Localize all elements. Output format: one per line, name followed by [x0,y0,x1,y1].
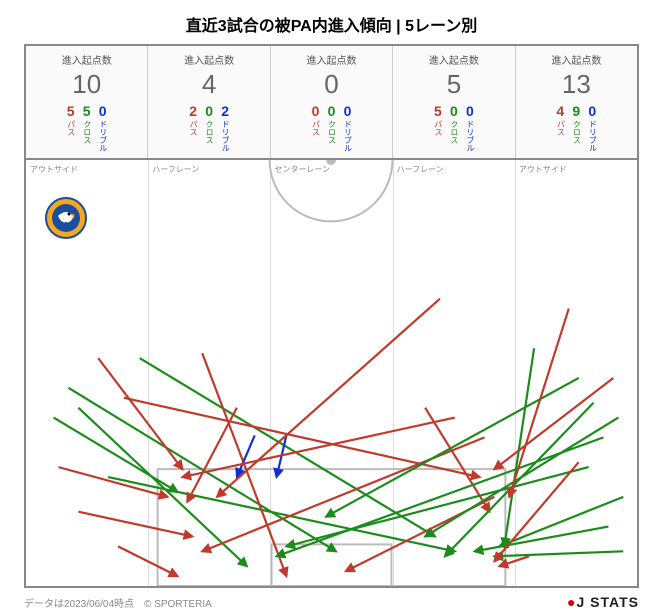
bd-dribble: 2ドリブル [221,104,229,152]
bd-cross: 5クロス [83,104,91,152]
lane-stats-row: 進入起点数105パス5クロス0ドリブル進入起点数42パス0クロス2ドリブル進入起… [24,44,639,158]
breakdown: 2パス 0クロス 2ドリブル [152,104,265,152]
bd-pass: 5パス [67,104,75,152]
stat-label: 進入起点数 [30,52,143,67]
stat-total: 0 [275,69,388,100]
footer: データは2023/06/04時点 © SPORTERIA ●J STATS [24,594,639,610]
stat-total: 13 [520,69,633,100]
jstats-logo: ●J STATS [567,594,639,610]
footer-credit: データは2023/06/04時点 © SPORTERIA [24,595,212,610]
lane-stat-1: 進入起点数 4 2パス 0クロス 2ドリブル [148,46,270,158]
chart-container: 直近3試合の被PA内進入傾向 | 5レーン別 進入起点数 10 5パス 5クロス 0ドリ… [0,0,663,611]
stat-total: 5 [397,69,510,100]
bd-pass: 2パス [189,104,197,152]
bd-pass: 5パス [434,104,442,152]
lane-stat-2: 進入起点数 0 0パス 0クロス 0ドリブル [271,46,393,158]
bd-dribble: 0ドリブル [588,104,596,152]
stat-label: 進入起点数 [275,52,388,67]
bd-pass: 4パス [556,104,564,152]
stat-label: 進入起点数 [152,52,265,67]
bd-pass: 0パス [312,104,320,152]
breakdown: 5パス 5クロス 0ドリブル [30,104,143,152]
breakdown: 0パス 0クロス 0ドリブル [275,104,388,152]
bd-cross: 9クロス [572,104,580,152]
bd-dribble: 0ドリブル [344,104,352,152]
bd-dribble: 0ドリブル [466,104,474,152]
stat-label: 進入起点数 [520,52,633,67]
lane-stat-0: 進入起点数 10 5パス 5クロス 0ドリブル [26,46,148,158]
bd-cross: 0クロス [328,104,336,152]
bd-cross: 0クロス [205,104,213,152]
stat-total: 10 [30,69,143,100]
bd-cross: 0クロス [450,104,458,152]
lane-stat-3: 進入起点数 5 5パス 0クロス 0ドリブル [393,46,515,158]
bd-dribble: 0ドリブル [99,104,107,152]
stat-label: 進入起点数 [397,52,510,67]
pitch: アウトサイドハーフレーンセンターレーンハーフレーンアウトサイド [24,158,639,588]
breakdown: 5パス 0クロス 0ドリブル [397,104,510,152]
lane-stat-4: 進入起点数 13 4パス 9クロス 0ドリブル [516,46,637,158]
breakdown: 4パス 9クロス 0ドリブル [520,104,633,152]
stat-total: 4 [152,69,265,100]
pitch-svg [26,160,637,586]
chart-title: 直近3試合の被PA内進入傾向 | 5レーン別 [0,0,663,44]
